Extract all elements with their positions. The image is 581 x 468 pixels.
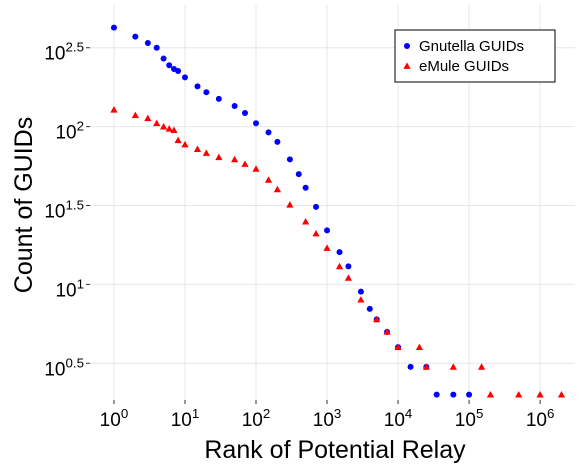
triangle-point bbox=[110, 106, 118, 113]
circle-point bbox=[166, 62, 173, 69]
triangle-point bbox=[477, 363, 486, 370]
legend-marker bbox=[403, 62, 411, 69]
circle-point bbox=[366, 305, 373, 312]
circle-point bbox=[407, 363, 414, 370]
circle-point bbox=[302, 184, 309, 191]
circle-point bbox=[175, 68, 182, 75]
triangle-point bbox=[557, 391, 566, 398]
y-tick-label: 102 bbox=[55, 119, 84, 144]
y-tick-label: 102.5 bbox=[44, 40, 84, 65]
triangle-point bbox=[131, 111, 139, 119]
triangle-point bbox=[312, 229, 320, 237]
x-tick-label: 101 bbox=[171, 406, 200, 431]
triangle-point bbox=[323, 244, 331, 251]
triangle-point bbox=[357, 296, 365, 303]
legend-label: eMule GUIDs bbox=[419, 58, 509, 75]
y-tick-label: 101 bbox=[55, 276, 84, 301]
circle-point bbox=[194, 83, 201, 90]
x-tick-label: 103 bbox=[313, 406, 342, 431]
circle-point bbox=[295, 171, 302, 178]
circle-point bbox=[433, 391, 440, 398]
triangle-point bbox=[252, 165, 260, 172]
triangle-point bbox=[383, 328, 391, 335]
triangle-point bbox=[144, 114, 152, 122]
legend-label: Gnutella GUIDs bbox=[419, 38, 524, 55]
circle-point bbox=[253, 120, 260, 127]
x-tick-label: 102 bbox=[242, 406, 271, 431]
circle-point bbox=[357, 288, 364, 295]
triangle-point bbox=[215, 153, 223, 161]
circle-point bbox=[274, 138, 281, 145]
triangle-point bbox=[515, 391, 523, 398]
triangle-point bbox=[335, 262, 344, 270]
triangle-point bbox=[241, 160, 249, 167]
circle-point bbox=[181, 74, 188, 81]
circle-point bbox=[324, 227, 331, 234]
circle-point bbox=[242, 109, 249, 116]
circle-point bbox=[110, 24, 117, 31]
legend-box bbox=[394, 29, 556, 83]
circle-point bbox=[345, 263, 352, 270]
y-tick-label: 100.5 bbox=[44, 355, 84, 380]
triangle-point bbox=[344, 274, 353, 281]
circle-point bbox=[265, 129, 272, 136]
x-axis-title: Rank of Potential Relay bbox=[204, 436, 466, 464]
triangle-point bbox=[422, 363, 430, 370]
triangle-point bbox=[153, 119, 161, 127]
triangle-point bbox=[165, 125, 173, 132]
triangle-point bbox=[159, 123, 168, 130]
triangle-point bbox=[170, 126, 178, 134]
triangle-point bbox=[181, 140, 189, 148]
circle-point bbox=[466, 391, 473, 398]
circle-point bbox=[144, 39, 151, 46]
circle-point bbox=[336, 249, 343, 256]
triangle-point bbox=[286, 201, 294, 208]
triangle-point bbox=[449, 363, 457, 370]
x-tick-label: 106 bbox=[526, 406, 555, 431]
triangle-point bbox=[536, 391, 544, 398]
triangle-point bbox=[302, 218, 310, 225]
circle-point bbox=[286, 156, 293, 163]
triangle-point bbox=[264, 176, 273, 183]
triangle-point bbox=[273, 185, 281, 193]
triangle-point bbox=[394, 343, 402, 351]
circle-point bbox=[313, 203, 320, 210]
triangle-point bbox=[193, 145, 202, 153]
y-axis-title: Count of GUIDs bbox=[10, 117, 38, 293]
x-tick-label: 104 bbox=[384, 406, 413, 431]
legend-marker bbox=[404, 43, 410, 49]
triangle-point bbox=[373, 315, 381, 323]
x-tick-label: 105 bbox=[455, 406, 484, 431]
circle-point bbox=[160, 55, 167, 62]
circle-point bbox=[215, 95, 222, 102]
triangle-point bbox=[202, 149, 210, 156]
triangle-point bbox=[174, 136, 182, 144]
circle-point bbox=[231, 103, 238, 110]
triangle-point bbox=[231, 155, 239, 163]
x-tick-label: 100 bbox=[100, 406, 129, 431]
circle-point bbox=[153, 44, 160, 51]
circle-point bbox=[450, 391, 457, 398]
triangle-point bbox=[486, 391, 495, 398]
triangle-point bbox=[415, 343, 424, 351]
y-tick-label: 101.5 bbox=[44, 197, 84, 222]
circle-point bbox=[132, 33, 139, 40]
circle-point bbox=[203, 89, 210, 96]
